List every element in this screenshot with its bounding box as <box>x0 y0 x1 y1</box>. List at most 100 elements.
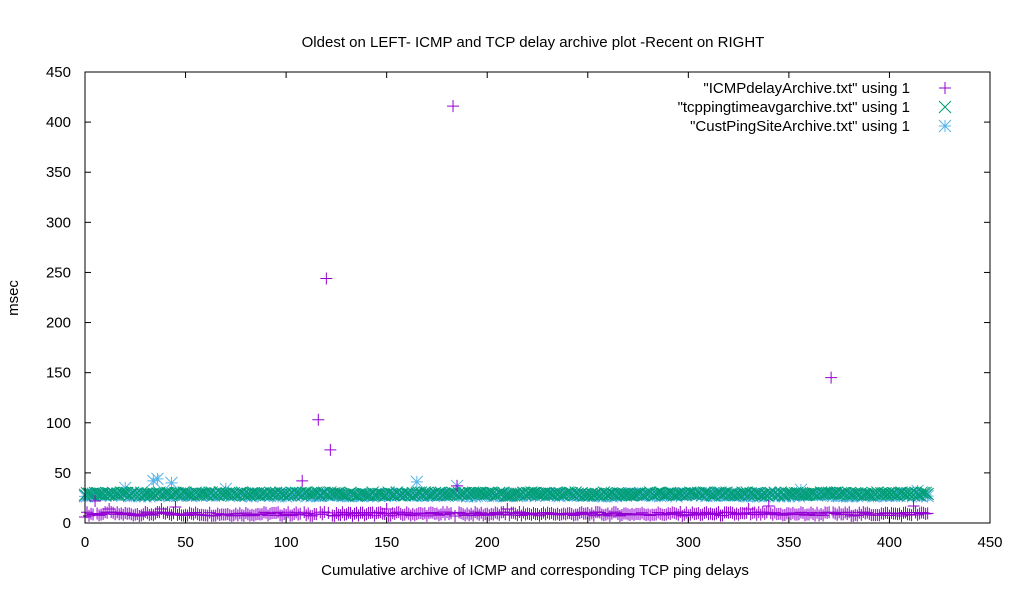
data-point <box>603 487 617 501</box>
data-point <box>492 487 506 501</box>
legend-item: "CustPingSiteArchive.txt" using 1 <box>690 118 952 135</box>
data-point <box>768 487 782 500</box>
data-point <box>677 488 691 502</box>
data-point <box>559 487 573 501</box>
data-point <box>468 490 482 503</box>
data-point <box>824 487 838 500</box>
data-point <box>124 489 138 503</box>
data-point <box>452 486 466 500</box>
data-point <box>885 489 898 503</box>
data-point <box>877 487 890 500</box>
data-point <box>862 488 876 502</box>
data-point <box>128 487 142 501</box>
data-point <box>480 487 494 500</box>
data-point <box>825 371 838 384</box>
chart-title: Oldest on LEFT- ICMP and TCP delay archi… <box>302 34 765 51</box>
legend-label: "CustPingSiteArchive.txt" using 1 <box>690 118 910 135</box>
data-point <box>380 502 393 515</box>
data-point <box>529 486 542 500</box>
data-point <box>500 488 514 502</box>
data-point <box>432 489 446 502</box>
legend-marker <box>938 100 952 114</box>
y-tick-label: 450 <box>46 64 71 81</box>
data-point <box>776 488 790 502</box>
data-point <box>448 487 462 501</box>
data-point <box>748 487 762 500</box>
axes: 0 50 100 150 200 250 300 350 400 450 0 50 100 150 200 2… <box>46 64 1003 551</box>
data-point <box>382 488 396 501</box>
data-point <box>509 487 522 501</box>
data-point <box>571 487 585 501</box>
data-point <box>476 487 490 501</box>
data-point <box>921 489 935 503</box>
data-point <box>447 100 460 113</box>
y-tick-label: 350 <box>46 164 71 181</box>
data-point <box>217 487 231 501</box>
data-point <box>291 487 305 500</box>
data-point <box>96 488 110 502</box>
data-point <box>151 472 164 486</box>
data-point <box>832 488 846 501</box>
data-point <box>758 507 771 520</box>
data-point <box>316 508 329 521</box>
data-point <box>201 487 215 501</box>
data-point <box>114 487 128 501</box>
data-point <box>468 486 482 500</box>
data-point <box>887 488 900 502</box>
data-point <box>296 474 309 487</box>
data-point <box>134 488 148 502</box>
data-point <box>209 488 223 501</box>
data-point <box>836 486 850 500</box>
y-tick-label: 300 <box>46 214 71 231</box>
data-point <box>784 488 798 501</box>
data-point <box>474 486 488 500</box>
y-tick-label: 250 <box>46 264 71 281</box>
data-point <box>195 487 208 500</box>
data-point <box>292 508 305 521</box>
x-axis-label: Cumulative archive of ICMP and correspon… <box>321 562 749 579</box>
data-point <box>424 488 438 502</box>
data-point <box>229 487 243 501</box>
data-point <box>513 487 526 501</box>
data-point <box>299 486 313 499</box>
data-point <box>617 488 631 502</box>
data-point <box>909 488 922 501</box>
data-point <box>742 488 756 502</box>
data-point <box>319 488 333 501</box>
data-point <box>443 508 456 521</box>
y-tick-label: 400 <box>46 114 71 131</box>
data-point <box>410 475 424 489</box>
data-point <box>165 476 178 490</box>
data-point <box>277 488 291 501</box>
data-point <box>821 506 834 519</box>
data-point <box>496 488 510 502</box>
data-point <box>527 486 540 500</box>
data-point <box>312 413 325 426</box>
data-point <box>470 486 484 500</box>
data-point <box>124 487 138 500</box>
data-point <box>625 488 639 502</box>
data-point <box>336 488 349 501</box>
data-point <box>545 487 558 501</box>
data-point <box>921 487 935 501</box>
data-point <box>145 487 158 501</box>
data-point <box>617 487 631 501</box>
x-tick-label: 250 <box>575 534 600 551</box>
data-point <box>854 488 868 502</box>
data-point <box>324 443 337 456</box>
data-point <box>100 487 114 501</box>
data-point <box>728 488 741 502</box>
x-tick-label: 450 <box>977 534 1002 551</box>
data-point <box>563 486 577 500</box>
data-point <box>547 487 560 500</box>
legend: "ICMPdelayArchive.txt" using 1 "tcppingti… <box>678 80 952 135</box>
data-point <box>211 488 225 502</box>
y-tick-label: 100 <box>46 415 71 432</box>
data-point <box>233 489 247 503</box>
data-point <box>114 486 128 499</box>
data-point <box>921 507 934 520</box>
data-point <box>762 499 775 512</box>
data-point <box>754 488 768 502</box>
y-tick-label: 200 <box>46 315 71 332</box>
